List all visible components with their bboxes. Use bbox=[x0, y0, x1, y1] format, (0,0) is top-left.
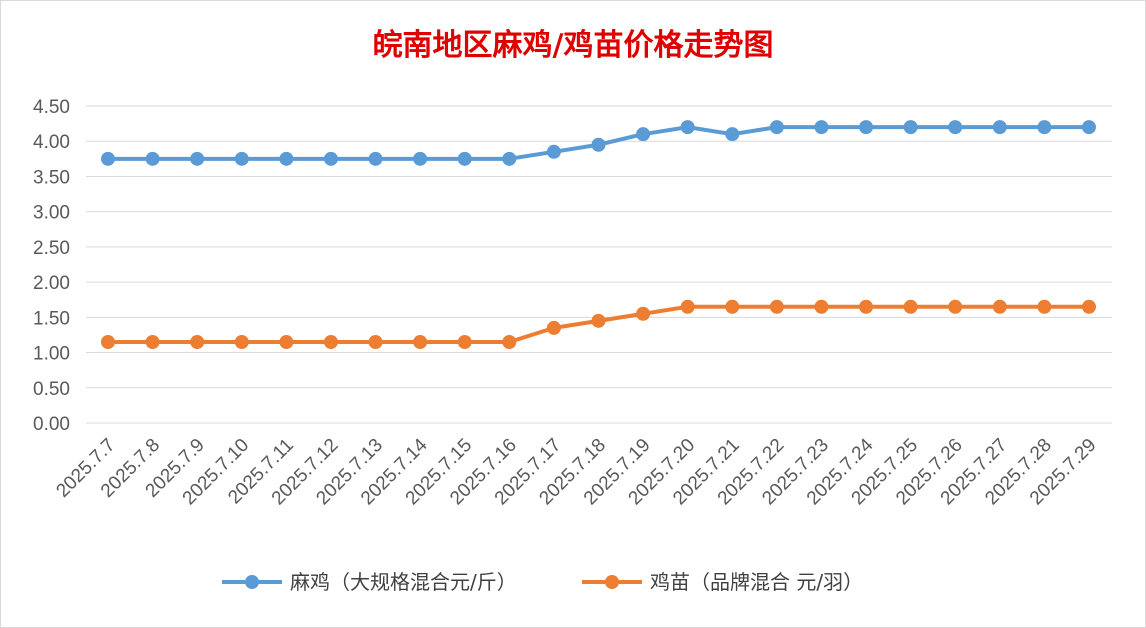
data-point bbox=[725, 299, 740, 314]
y-tick-label: 0.50 bbox=[33, 379, 70, 400]
y-tick-label: 1.00 bbox=[33, 344, 70, 365]
data-point bbox=[948, 299, 963, 314]
data-point bbox=[457, 151, 472, 166]
data-point bbox=[234, 334, 249, 349]
data-point bbox=[190, 334, 205, 349]
data-point bbox=[190, 151, 205, 166]
data-point bbox=[145, 151, 160, 166]
data-point bbox=[636, 127, 651, 142]
data-point bbox=[859, 299, 874, 314]
data-point bbox=[368, 334, 383, 349]
series-1 bbox=[101, 120, 1096, 166]
chart-title: 皖南地区麻鸡/鸡苗价格走势图 bbox=[373, 28, 774, 63]
data-point bbox=[323, 151, 338, 166]
data-point bbox=[145, 334, 160, 349]
data-point bbox=[502, 334, 517, 349]
data-point bbox=[992, 120, 1007, 135]
data-point bbox=[769, 120, 784, 135]
data-point bbox=[101, 151, 115, 166]
data-point bbox=[992, 299, 1007, 314]
data-point bbox=[279, 151, 294, 166]
y-tick-label: 3.50 bbox=[33, 167, 70, 188]
data-point bbox=[413, 151, 428, 166]
data-point bbox=[234, 151, 249, 166]
y-tick-label: 4.00 bbox=[33, 132, 70, 153]
data-point bbox=[859, 120, 874, 135]
data-point bbox=[546, 320, 561, 335]
y-tick-label: 1.50 bbox=[33, 308, 70, 329]
legend-item: 麻鸡（大规格混合元/斤） bbox=[222, 570, 517, 594]
data-point bbox=[680, 299, 695, 314]
data-point bbox=[368, 151, 383, 166]
data-point bbox=[1082, 120, 1096, 135]
data-point bbox=[591, 137, 606, 152]
data-point bbox=[502, 151, 517, 166]
series-lines bbox=[101, 120, 1096, 349]
data-point bbox=[279, 334, 294, 349]
data-point bbox=[680, 120, 695, 135]
data-point bbox=[101, 334, 115, 349]
legend: 麻鸡（大规格混合元/斤） 鸡苗（品牌混合 元/羽） bbox=[222, 570, 863, 594]
data-point bbox=[1037, 120, 1052, 135]
y-tick-label: 2.00 bbox=[33, 273, 70, 294]
y-tick-label: 4.50 bbox=[33, 97, 70, 118]
data-point bbox=[1082, 299, 1096, 314]
data-point bbox=[903, 299, 918, 314]
legend-label: 鸡苗（品牌混合 元/羽） bbox=[650, 570, 863, 594]
data-point bbox=[636, 306, 651, 321]
data-point bbox=[457, 334, 472, 349]
data-point bbox=[769, 299, 784, 314]
data-point bbox=[814, 120, 829, 135]
data-point bbox=[546, 144, 561, 159]
legend-marker bbox=[605, 575, 619, 589]
y-tick-label: 2.50 bbox=[33, 238, 70, 259]
data-point bbox=[591, 313, 606, 328]
data-point bbox=[413, 334, 428, 349]
series-2 bbox=[101, 299, 1096, 349]
data-point bbox=[903, 120, 918, 135]
data-point bbox=[814, 299, 829, 314]
y-tick-label: 0.00 bbox=[33, 414, 70, 435]
data-point bbox=[725, 127, 740, 142]
data-point bbox=[323, 334, 338, 349]
data-point bbox=[948, 120, 963, 135]
legend-label: 麻鸡（大规格混合元/斤） bbox=[290, 570, 517, 594]
y-axis-ticks: 0.00 0.50 1.00 1.50 2.00 2.50 3.00 3.50 4.00 4.50 bbox=[33, 97, 70, 435]
legend-marker bbox=[245, 575, 259, 589]
x-axis-ticks: 2025.7.72025.7.82025.7.92025.7.102025.7.… bbox=[52, 434, 1100, 509]
y-tick-label: 3.00 bbox=[33, 203, 70, 224]
data-point bbox=[1037, 299, 1052, 314]
legend-item: 鸡苗（品牌混合 元/羽） bbox=[582, 570, 863, 594]
